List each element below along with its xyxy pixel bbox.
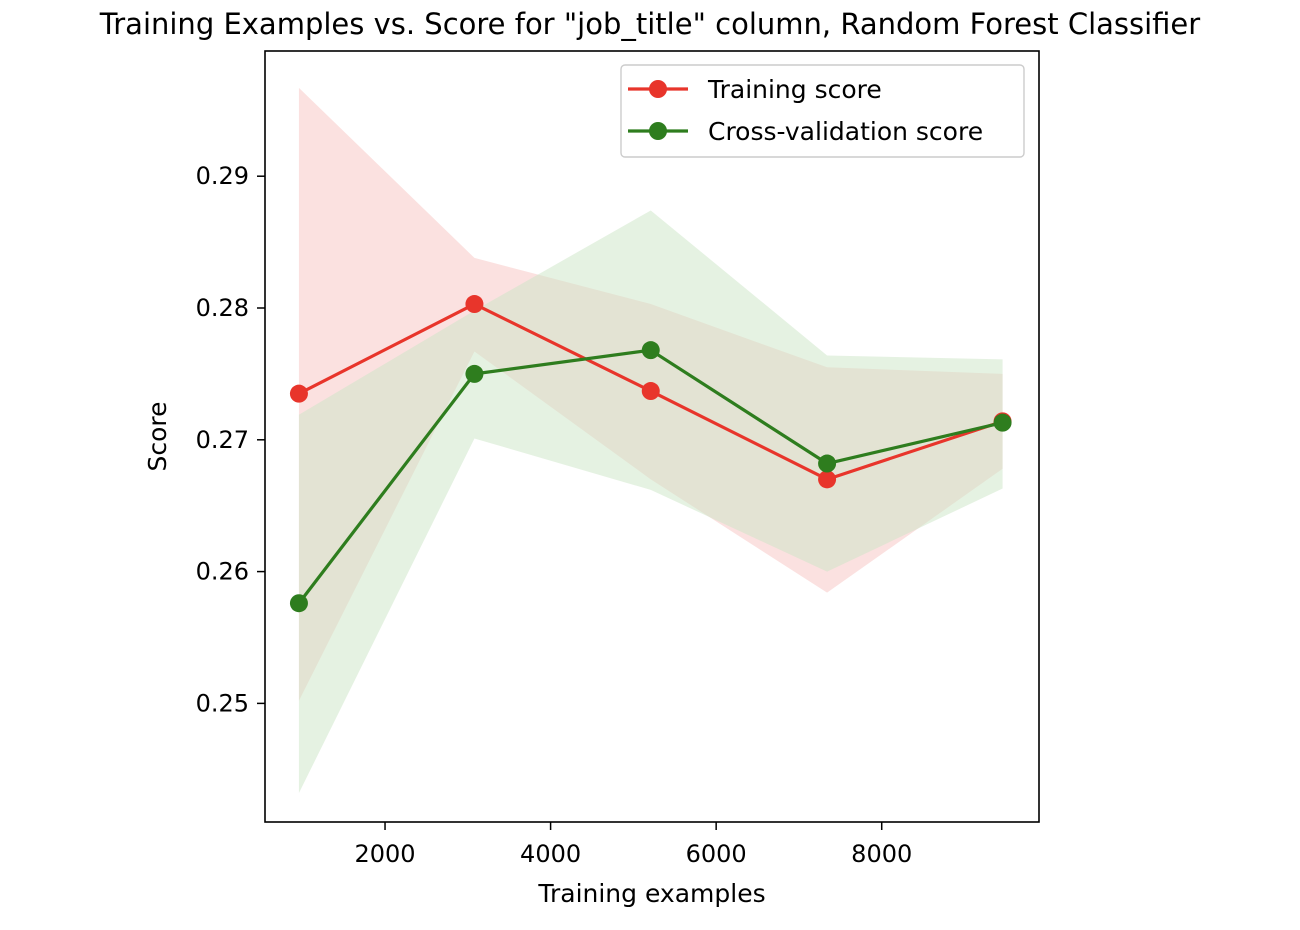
data-point — [641, 341, 660, 360]
series-points — [289, 295, 1012, 613]
y-tick-label: 0.28 — [196, 294, 249, 322]
y-tick-label: 0.29 — [196, 162, 249, 190]
x-tick-label: 2000 — [354, 840, 415, 868]
band-1 — [298, 210, 1003, 794]
legend-entries: Training score Cross-validation score — [628, 75, 983, 146]
legend-marker-1 — [649, 122, 667, 140]
legend: Training score Cross-validation score — [620, 64, 1025, 158]
y-tick-label: 0.27 — [196, 426, 249, 454]
x-axis-ticks: 2000 4000 6000 8000 — [354, 822, 912, 868]
confidence-bands — [298, 87, 1003, 794]
legend-label-0: Training score — [707, 75, 882, 104]
data-point — [289, 384, 308, 403]
x-axis-label: Training examples — [537, 879, 765, 908]
x-tick-label: 8000 — [851, 840, 912, 868]
x-tick-label: 4000 — [520, 840, 581, 868]
y-axis-ticks: 0.25 0.26 0.27 0.28 0.29 — [196, 162, 265, 717]
y-tick-label: 0.26 — [196, 558, 249, 586]
y-tick-label: 0.25 — [196, 689, 249, 717]
data-point — [993, 413, 1012, 432]
data-point — [818, 454, 837, 473]
data-point — [465, 364, 484, 383]
legend-marker-0 — [649, 80, 667, 98]
data-point — [465, 295, 484, 314]
y-axis-label: Score — [143, 401, 172, 471]
data-point — [641, 382, 660, 401]
chart-title: Training Examples vs. Score for "job_tit… — [99, 7, 1200, 41]
data-point — [818, 470, 837, 489]
legend-box — [620, 64, 1025, 158]
legend-label-1: Cross-validation score — [708, 117, 983, 146]
data-point — [289, 594, 308, 613]
plot-area-frame — [264, 50, 1040, 823]
x-tick-label: 6000 — [686, 840, 747, 868]
